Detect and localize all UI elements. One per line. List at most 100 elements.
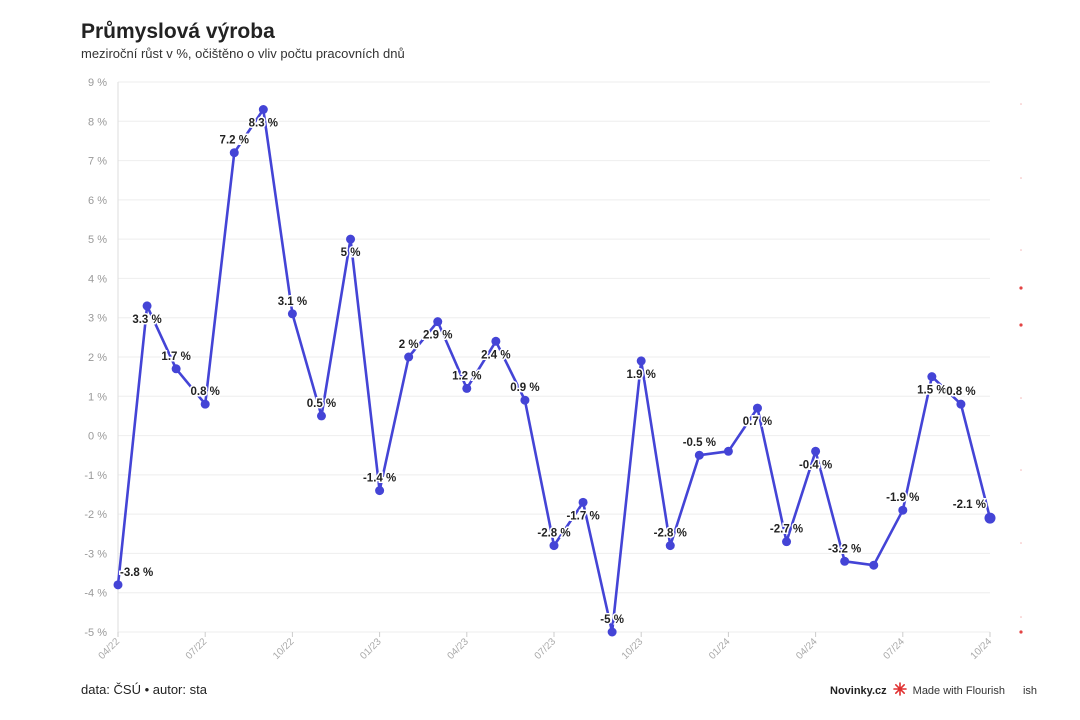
data-label: -2.1 % xyxy=(953,499,986,511)
footer-branding: Novinky.cz Made with Flourish ish xyxy=(830,682,1037,699)
edge-marks xyxy=(1019,103,1023,634)
data-label: -0.5 % xyxy=(683,437,716,449)
y-tick-label: 2 % xyxy=(88,352,107,364)
y-tick-label: 8 % xyxy=(88,116,107,128)
y-tick-label: -5 % xyxy=(84,627,107,639)
data-point[interactable] xyxy=(375,486,385,496)
data-label: 3.3 % xyxy=(132,314,161,326)
data-point[interactable] xyxy=(840,556,850,566)
y-tick-label: 6 % xyxy=(88,195,107,207)
y-tick-label: -2 % xyxy=(84,509,107,521)
x-tick-label: 10/22 xyxy=(271,636,297,662)
y-tick-label: -4 % xyxy=(84,588,107,600)
data-point[interactable] xyxy=(782,537,792,547)
data-label: -2.7 % xyxy=(770,524,803,536)
edge-mark xyxy=(1019,630,1023,634)
edge-mark xyxy=(1020,469,1022,471)
data-label: -1.7 % xyxy=(566,510,599,522)
data-point[interactable] xyxy=(258,105,268,114)
y-tick-label: 5 % xyxy=(88,234,107,246)
data-label: 0.9 % xyxy=(510,382,539,394)
edge-mark xyxy=(1020,249,1022,251)
y-tick-label: 3 % xyxy=(88,313,107,325)
data-point[interactable] xyxy=(984,512,996,524)
data-label: 1.9 % xyxy=(626,369,655,381)
x-axis-ticks: 04/22 07/22 10/22 01/23 04/23 07/23 10/23 01/24… xyxy=(97,632,994,662)
x-tick-label: 04/22 xyxy=(97,636,123,662)
data-label: -5 % xyxy=(600,614,624,626)
data-point[interactable] xyxy=(898,505,908,515)
chart-subtitle: meziroční růst v %, očištěno o vliv počt… xyxy=(81,46,405,61)
data-label: -2.8 % xyxy=(654,528,687,540)
data-label: -0.4 % xyxy=(799,459,832,471)
brand-name[interactable]: Novinky.cz xyxy=(830,684,887,697)
data-point[interactable] xyxy=(171,364,181,374)
data-point[interactable] xyxy=(869,560,879,570)
x-tick-label: 07/22 xyxy=(184,636,210,662)
data-label: -1.4 % xyxy=(363,473,396,485)
x-tick-label: 04/23 xyxy=(445,636,471,662)
data-label: 0.8 % xyxy=(190,386,219,398)
data-point[interactable] xyxy=(665,541,675,551)
edge-mark xyxy=(1020,177,1022,179)
data-point[interactable] xyxy=(811,446,821,456)
made-with-flourish-link[interactable]: Made with Flourish xyxy=(912,684,1005,697)
data-point[interactable] xyxy=(142,301,152,311)
data-point[interactable] xyxy=(404,352,414,362)
data-point[interactable] xyxy=(200,399,210,409)
data-label: -2.8 % xyxy=(537,528,570,540)
data-labels: -3.8 % 3.3 % 1.7 % 0.8 % 7.2 %8.3 % 3.1 % 0.5 … xyxy=(119,116,988,628)
data-point[interactable] xyxy=(723,446,733,456)
y-tick-label: 0 % xyxy=(88,431,107,443)
edge-mark xyxy=(1020,397,1022,399)
flourish-logo-icon xyxy=(892,682,907,699)
data-point[interactable] xyxy=(346,234,356,244)
data-label: 0.5 % xyxy=(307,398,336,410)
edge-mark xyxy=(1020,542,1022,544)
data-point[interactable] xyxy=(462,383,472,393)
x-tick-label: 07/23 xyxy=(533,636,559,662)
data-label: 1.7 % xyxy=(161,351,190,363)
data-point[interactable] xyxy=(752,403,762,413)
data-point[interactable] xyxy=(607,627,617,637)
data-points xyxy=(113,105,996,637)
chart-title: Průmyslová výroba xyxy=(81,20,275,43)
data-label: 5 % xyxy=(341,247,361,259)
data-point[interactable] xyxy=(694,450,704,460)
x-tick-label: 04/24 xyxy=(794,636,820,662)
data-label: 3.1 % xyxy=(278,296,307,308)
data-point[interactable] xyxy=(491,336,501,346)
data-point[interactable] xyxy=(229,148,239,158)
data-point[interactable] xyxy=(927,372,937,382)
x-tick-label: 07/24 xyxy=(881,636,907,662)
y-tick-label: 4 % xyxy=(88,273,107,285)
x-tick-label: 01/24 xyxy=(707,636,733,662)
data-point[interactable] xyxy=(316,411,326,421)
data-point[interactable] xyxy=(956,399,966,409)
data-label: 0.7 % xyxy=(743,416,772,428)
data-label: -1.9 % xyxy=(886,492,919,504)
data-label: -3.2 % xyxy=(828,543,861,555)
data-point[interactable] xyxy=(549,541,559,551)
y-tick-label: -1 % xyxy=(84,470,107,482)
data-label: 2 % xyxy=(399,339,419,351)
data-label: 0.8 % xyxy=(946,386,975,398)
edge-mark xyxy=(1020,103,1022,105)
data-label: -3.8 % xyxy=(120,567,153,579)
data-point[interactable] xyxy=(287,309,297,319)
x-tick-label: 10/23 xyxy=(620,636,646,662)
y-tick-label: 9 % xyxy=(88,77,107,89)
line-chart: 9 % 8 % 7 % 6 % 5 % 4 % 3 % 2 % 1 % 0 % -1 % -2 % -3… xyxy=(84,77,1023,662)
data-point[interactable] xyxy=(578,497,588,507)
data-label: 2.9 % xyxy=(423,330,452,342)
data-point[interactable] xyxy=(113,580,123,590)
data-point[interactable] xyxy=(636,356,646,366)
y-tick-label: 1 % xyxy=(88,391,107,403)
data-point[interactable] xyxy=(520,395,530,405)
data-label: 2.4 % xyxy=(481,349,510,361)
edge-mark xyxy=(1020,616,1022,618)
edge-mark xyxy=(1019,286,1023,290)
data-point[interactable] xyxy=(433,317,443,327)
grid-lines xyxy=(117,81,990,633)
data-label: 7.2 % xyxy=(220,135,249,147)
